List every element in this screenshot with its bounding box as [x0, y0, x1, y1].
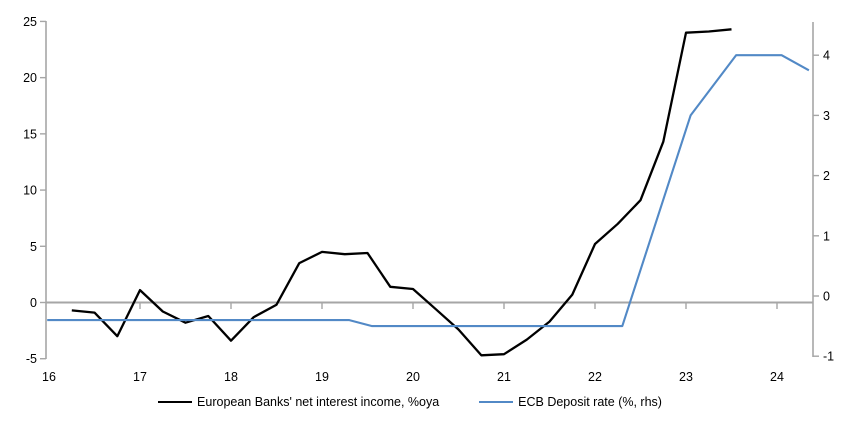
net-interest-income-line — [71, 28, 732, 357]
right-axis-tick-label: 1 — [823, 229, 830, 243]
left-axis-tick-label: 25 — [23, 15, 37, 29]
x-axis-tick-label: 18 — [224, 370, 238, 384]
x-axis-tick-label: 21 — [497, 370, 511, 384]
right-axis-tick-label: 3 — [823, 109, 830, 123]
left-axis-tick-label: 5 — [30, 240, 37, 254]
x-axis-tick-label: 20 — [406, 370, 420, 384]
x-axis-tick-label: 23 — [679, 370, 693, 384]
right-axis-tick-label: -1 — [823, 350, 834, 364]
left-axis-tick-label: 10 — [23, 184, 37, 198]
left-axis-tick-label: 15 — [23, 127, 37, 141]
legend-label-net-interest-income: European Banks' net interest income, %oy… — [197, 395, 440, 409]
blue-line-swatch — [479, 401, 514, 403]
legend-label-ecb-deposit-rate: ECB Deposit rate (%, rhs) — [518, 395, 662, 409]
x-axis-tick-label: 24 — [770, 370, 784, 384]
x-axis-tick-label: 17 — [133, 370, 147, 384]
legend-item-net-interest-income: European Banks' net interest income, %oy… — [158, 395, 439, 409]
right-axis-tick-label: 4 — [823, 49, 830, 63]
legend-item-ecb-deposit-rate: ECB Deposit rate (%, rhs) — [479, 395, 662, 409]
x-axis-tick-label: 19 — [315, 370, 329, 384]
x-axis-tick-label: 16 — [42, 370, 56, 384]
left-axis-tick-label: -5 — [26, 352, 37, 366]
right-axis-tick-label: 0 — [823, 290, 830, 304]
x-axis-tick-label: 22 — [588, 370, 602, 384]
chart-legend: European Banks' net interest income, %oy… — [0, 395, 836, 409]
left-axis-tick-label: 0 — [30, 296, 37, 310]
ecb-deposit-rate-line — [47, 54, 810, 328]
right-axis-tick-label: 2 — [823, 169, 830, 183]
left-axis-tick-label: 20 — [23, 71, 37, 85]
black-line-swatch — [158, 401, 193, 403]
